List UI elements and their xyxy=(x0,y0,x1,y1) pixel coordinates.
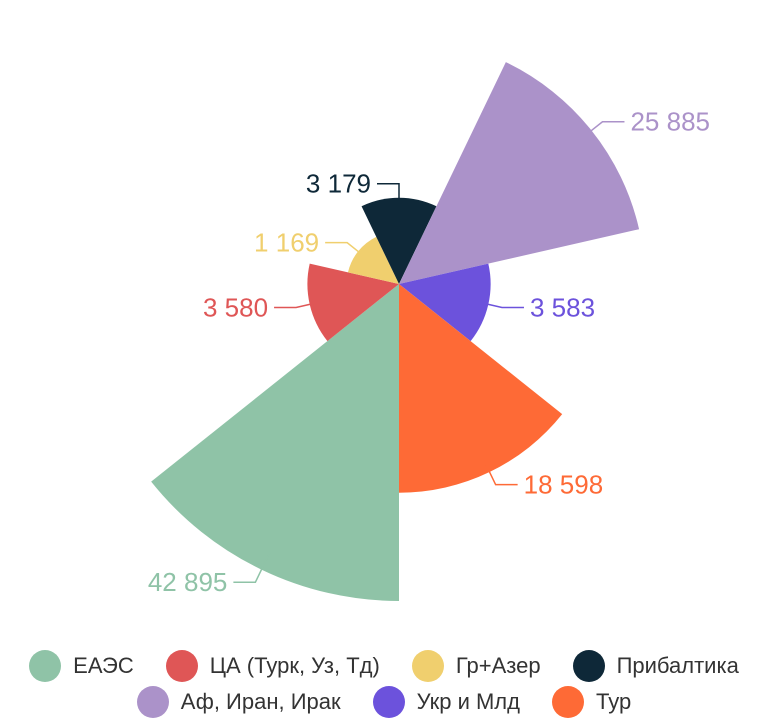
leader-line-1 xyxy=(233,551,271,583)
data-label-7: 18 598 xyxy=(524,470,604,500)
legend-row-2: Аф, Иран, Ирак Укр и Млд Тур xyxy=(0,684,768,720)
legend-item-ukr-mld[interactable]: Укр и Млд xyxy=(372,686,520,718)
legend-swatch xyxy=(372,686,405,718)
chart-slices xyxy=(151,62,640,601)
data-label-6: 3 583 xyxy=(530,293,595,323)
legend-label: Прибалтика xyxy=(616,653,739,678)
legend-swatch xyxy=(29,650,62,682)
chart-data-labels: 42 895 3 580 1 169 3 179 25 885 3 583 18 598 xyxy=(148,107,710,597)
legend-item-tur[interactable]: Тур xyxy=(551,686,632,718)
legend-swatch xyxy=(165,650,198,682)
chart-legend: ЕАЭС ЦА (Турк, Уз, Тд) Гр+Азер Прибалтик… xyxy=(0,648,768,720)
legend-label: ЦА (Турк, Уз, Тд) xyxy=(209,653,380,678)
legend-swatch xyxy=(551,686,584,718)
slice-6[interactable] xyxy=(399,263,491,342)
legend-label: Тур xyxy=(595,689,632,714)
slice-3[interactable] xyxy=(347,236,399,284)
leader-line-2 xyxy=(274,302,315,309)
legend-row-1: ЕАЭС ЦА (Турк, Уз, Тд) Гр+Азер Прибалтик… xyxy=(0,648,768,684)
leader-line-6 xyxy=(483,302,524,309)
legend-item-ca[interactable]: ЦА (Турк, Уз, Тд) xyxy=(165,650,380,682)
legend-item-gr-azer[interactable]: Гр+Азер xyxy=(411,650,541,682)
slice-1[interactable] xyxy=(151,284,399,601)
legend-swatch xyxy=(572,650,605,682)
data-label-3: 1 169 xyxy=(254,228,319,258)
leader-line-7 xyxy=(483,460,518,486)
leader-line-4 xyxy=(377,182,400,202)
legend-label: Гр+Азер xyxy=(455,653,541,678)
legend-item-pribaltika[interactable]: Прибалтика xyxy=(572,650,739,682)
leader-line-5 xyxy=(579,120,625,141)
chart-leader-lines xyxy=(233,120,625,583)
legend-label: Укр и Млд xyxy=(416,689,520,714)
legend-item-eaes[interactable]: ЕАЭС xyxy=(29,650,134,682)
legend-item-af-iran-irak[interactable]: Аф, Иран, Ирак xyxy=(136,686,341,718)
polar-area-chart: 42 895 3 580 1 169 3 179 25 885 3 583 18 598 xyxy=(148,62,710,601)
data-label-5: 25 885 xyxy=(630,107,710,137)
legend-label: ЕАЭС xyxy=(73,653,134,678)
legend-swatch xyxy=(136,686,169,718)
slice-7[interactable] xyxy=(399,284,563,493)
leader-line-3 xyxy=(325,241,360,253)
data-label-1: 42 895 xyxy=(148,567,228,597)
data-label-2: 3 580 xyxy=(203,292,268,322)
legend-swatch xyxy=(411,650,444,682)
data-label-4: 3 179 xyxy=(306,169,371,199)
slice-5[interactable] xyxy=(399,62,640,284)
legend-label: Аф, Иран, Ирак xyxy=(180,689,341,714)
slice-4[interactable] xyxy=(361,197,437,284)
slice-2[interactable] xyxy=(307,263,399,342)
